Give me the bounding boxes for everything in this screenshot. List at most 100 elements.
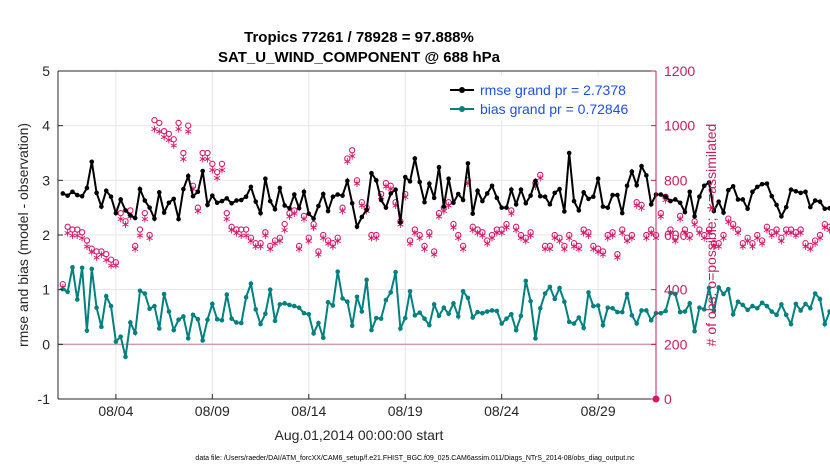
- obs-assimilated-marker: ∗: [261, 230, 270, 242]
- rmse-point: [470, 211, 476, 216]
- bias-point: [754, 305, 760, 311]
- bias-point: [301, 310, 307, 316]
- bias-point: [325, 299, 331, 305]
- rmse-point: [783, 204, 789, 210]
- rmse-point: [296, 205, 302, 211]
- bias-point: [451, 301, 456, 306]
- obs-assimilated-marker: ∗: [106, 260, 115, 272]
- bias-point: [769, 309, 775, 314]
- obs-assimilated-marker: ∗: [102, 255, 111, 267]
- x-tick-label: 08/19: [388, 403, 423, 419]
- bias-point: [210, 301, 215, 307]
- obs-possible-marker: [512, 223, 520, 230]
- bias-point: [600, 322, 606, 328]
- obs-possible-marker: [604, 231, 611, 239]
- rmse-point: [99, 204, 104, 209]
- rmse-point: [388, 191, 394, 196]
- rmse-point: [210, 193, 215, 198]
- rmse-point: [234, 198, 239, 203]
- obs-possible-marker: [657, 209, 664, 217]
- bias-point: [783, 312, 789, 318]
- rmse-point: [827, 205, 830, 211]
- obs-possible-marker: [300, 212, 308, 220]
- obs-assimilated-marker: ∗: [73, 230, 82, 242]
- bias-point: [812, 291, 818, 296]
- bias-point: [552, 296, 558, 302]
- obs-possible-marker: [373, 231, 380, 239]
- obs-possible-marker: [807, 242, 814, 250]
- obs-assimilated-marker: ∗: [642, 233, 651, 245]
- obs-assimilated-marker: ∗: [444, 200, 453, 212]
- obs-possible-marker: [223, 209, 230, 217]
- obs-assimilated-marker: ∗: [676, 214, 685, 226]
- obs-possible-marker: [315, 248, 322, 255]
- obs-assimilated-marker: ∗: [748, 241, 757, 253]
- obs-possible-marker: [744, 234, 751, 241]
- bias-point: [605, 305, 611, 311]
- obs-possible-marker: [122, 218, 129, 225]
- obs-assimilated-marker: ∗: [704, 227, 713, 239]
- y2-axis-label: # of obs: o=possible; ∗=assimilated: [703, 124, 719, 347]
- bias-point: [354, 294, 360, 300]
- bias-point: [774, 312, 779, 318]
- obs-assimilated-marker: ∗: [381, 181, 390, 193]
- bias-point: [644, 308, 649, 313]
- rmse-point: [292, 192, 297, 197]
- obs-assimilated-marker: ∗: [367, 233, 376, 245]
- rmse-point: [542, 194, 548, 200]
- rmse-point: [427, 181, 432, 186]
- obs-assimilated-marker: ∗: [632, 200, 641, 212]
- obs-possible-marker: [488, 231, 496, 239]
- obs-possible-marker: [421, 242, 428, 250]
- rmse-point: [311, 216, 316, 221]
- bias-point: [455, 314, 461, 319]
- obs-assimilated-marker: ∗: [468, 225, 477, 237]
- obs-possible-marker: [811, 237, 819, 244]
- y-tick-label: 1: [42, 282, 50, 298]
- obs-assimilated-marker: ∗: [285, 211, 294, 223]
- bias-point: [94, 305, 99, 311]
- obs-possible-marker: [575, 242, 582, 250]
- obs-assimilated-marker: ∗: [352, 178, 361, 190]
- bias-point: [359, 309, 365, 314]
- obs-possible-marker: [681, 226, 689, 233]
- bias-point: [803, 301, 808, 307]
- bias-point: [123, 354, 128, 360]
- bias-point: [528, 298, 533, 304]
- bias-point: [99, 324, 104, 330]
- obs-possible-marker: [773, 226, 780, 233]
- bias-point: [595, 303, 601, 308]
- obs-assimilated-marker: ∗: [618, 227, 627, 239]
- rmse-point: [325, 208, 331, 214]
- obs-assimilated-marker: ∗: [772, 227, 781, 239]
- y2-tick-label: 400: [664, 282, 688, 298]
- bias-point: [267, 287, 273, 292]
- obs-assimilated-marker: ∗: [420, 244, 429, 256]
- obs-assimilated-marker: ∗: [203, 153, 212, 165]
- obs-assimilated-marker: ∗: [323, 238, 332, 250]
- bias-point: [697, 305, 702, 311]
- rmse-point: [591, 194, 596, 200]
- rmse-point: [764, 181, 770, 186]
- obs-assimilated-marker: ∗: [743, 235, 752, 247]
- bias-point: [634, 321, 640, 326]
- obs-possible-marker: [802, 240, 809, 247]
- rmse-point: [480, 198, 485, 204]
- rmse-point: [499, 205, 504, 210]
- bias-point: [306, 311, 312, 317]
- rmse-point: [581, 190, 586, 195]
- obs-possible-marker: [88, 245, 95, 252]
- bias-point: [639, 308, 644, 313]
- bias-point: [398, 326, 403, 331]
- rmse-point: [624, 183, 630, 189]
- bias-point: [591, 303, 596, 309]
- obs-possible-marker: [590, 242, 597, 250]
- obs-possible-marker: [228, 223, 235, 230]
- obs-possible-marker: [570, 240, 578, 247]
- obs-possible-marker: [594, 245, 602, 252]
- bias-point: [195, 316, 201, 322]
- rmse-point: [378, 197, 384, 203]
- obs-assimilated-marker: ∗: [425, 230, 434, 242]
- obs-possible-marker: [768, 229, 775, 236]
